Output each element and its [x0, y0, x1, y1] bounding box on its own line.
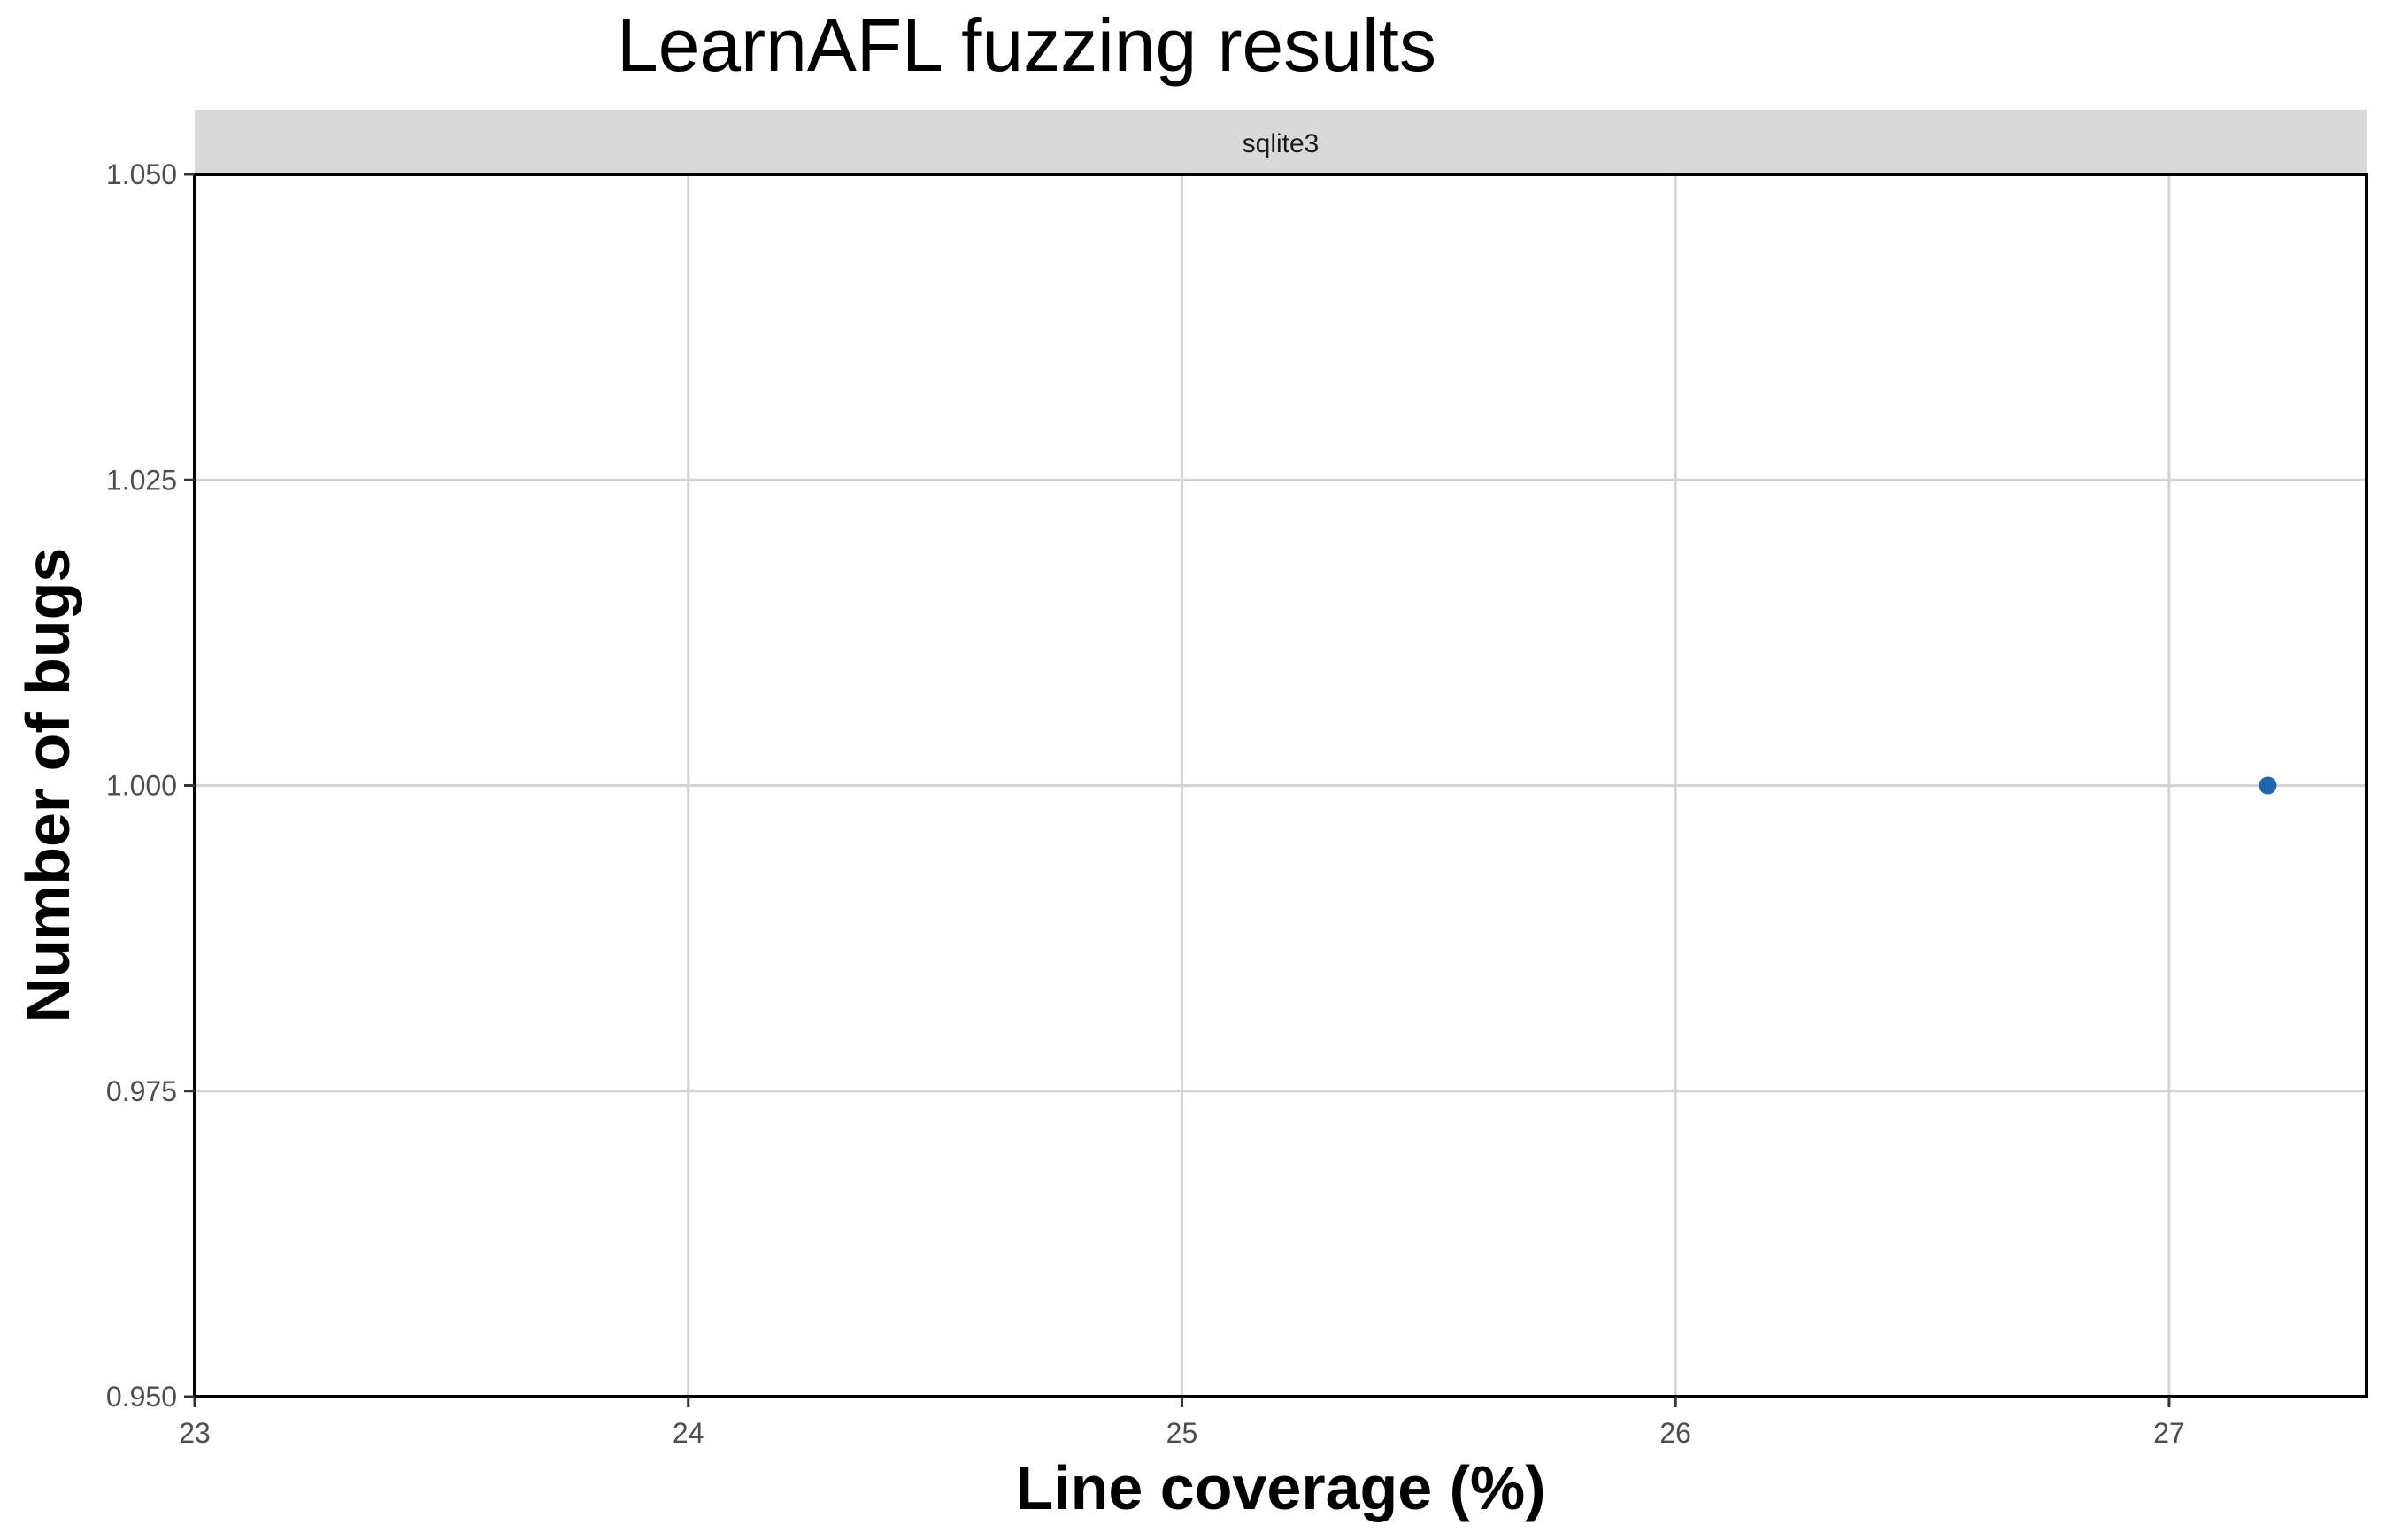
chart-title: LearnAFL fuzzing results	[617, 4, 1436, 87]
y-tick-label: 1.025	[106, 464, 177, 496]
y-tick-label: 0.950	[106, 1381, 177, 1413]
x-tick-label: 23	[179, 1417, 211, 1449]
facet-strip-label: sqlite3	[1243, 129, 1320, 158]
x-axis: 23 24 25 26 27	[179, 1397, 2185, 1449]
x-axis-title: Line coverage (%)	[1015, 1453, 1545, 1522]
y-tick-label: 1.050	[106, 158, 177, 190]
y-tick-label: 0.975	[106, 1075, 177, 1107]
y-tick-label: 1.000	[106, 770, 177, 802]
x-tick-label: 24	[673, 1417, 704, 1449]
x-tick-label: 25	[1166, 1417, 1198, 1449]
gridlines	[193, 173, 2367, 1398]
x-tick-label: 27	[2153, 1417, 2185, 1449]
facet-strip	[195, 110, 2367, 174]
data-points	[2259, 776, 2277, 795]
x-tick-label: 26	[1659, 1417, 1691, 1449]
data-point	[2259, 776, 2277, 795]
y-axis: 0.950 0.975 1.000 1.025 1.050	[106, 158, 195, 1413]
y-axis-title: Number of bugs	[13, 548, 82, 1023]
